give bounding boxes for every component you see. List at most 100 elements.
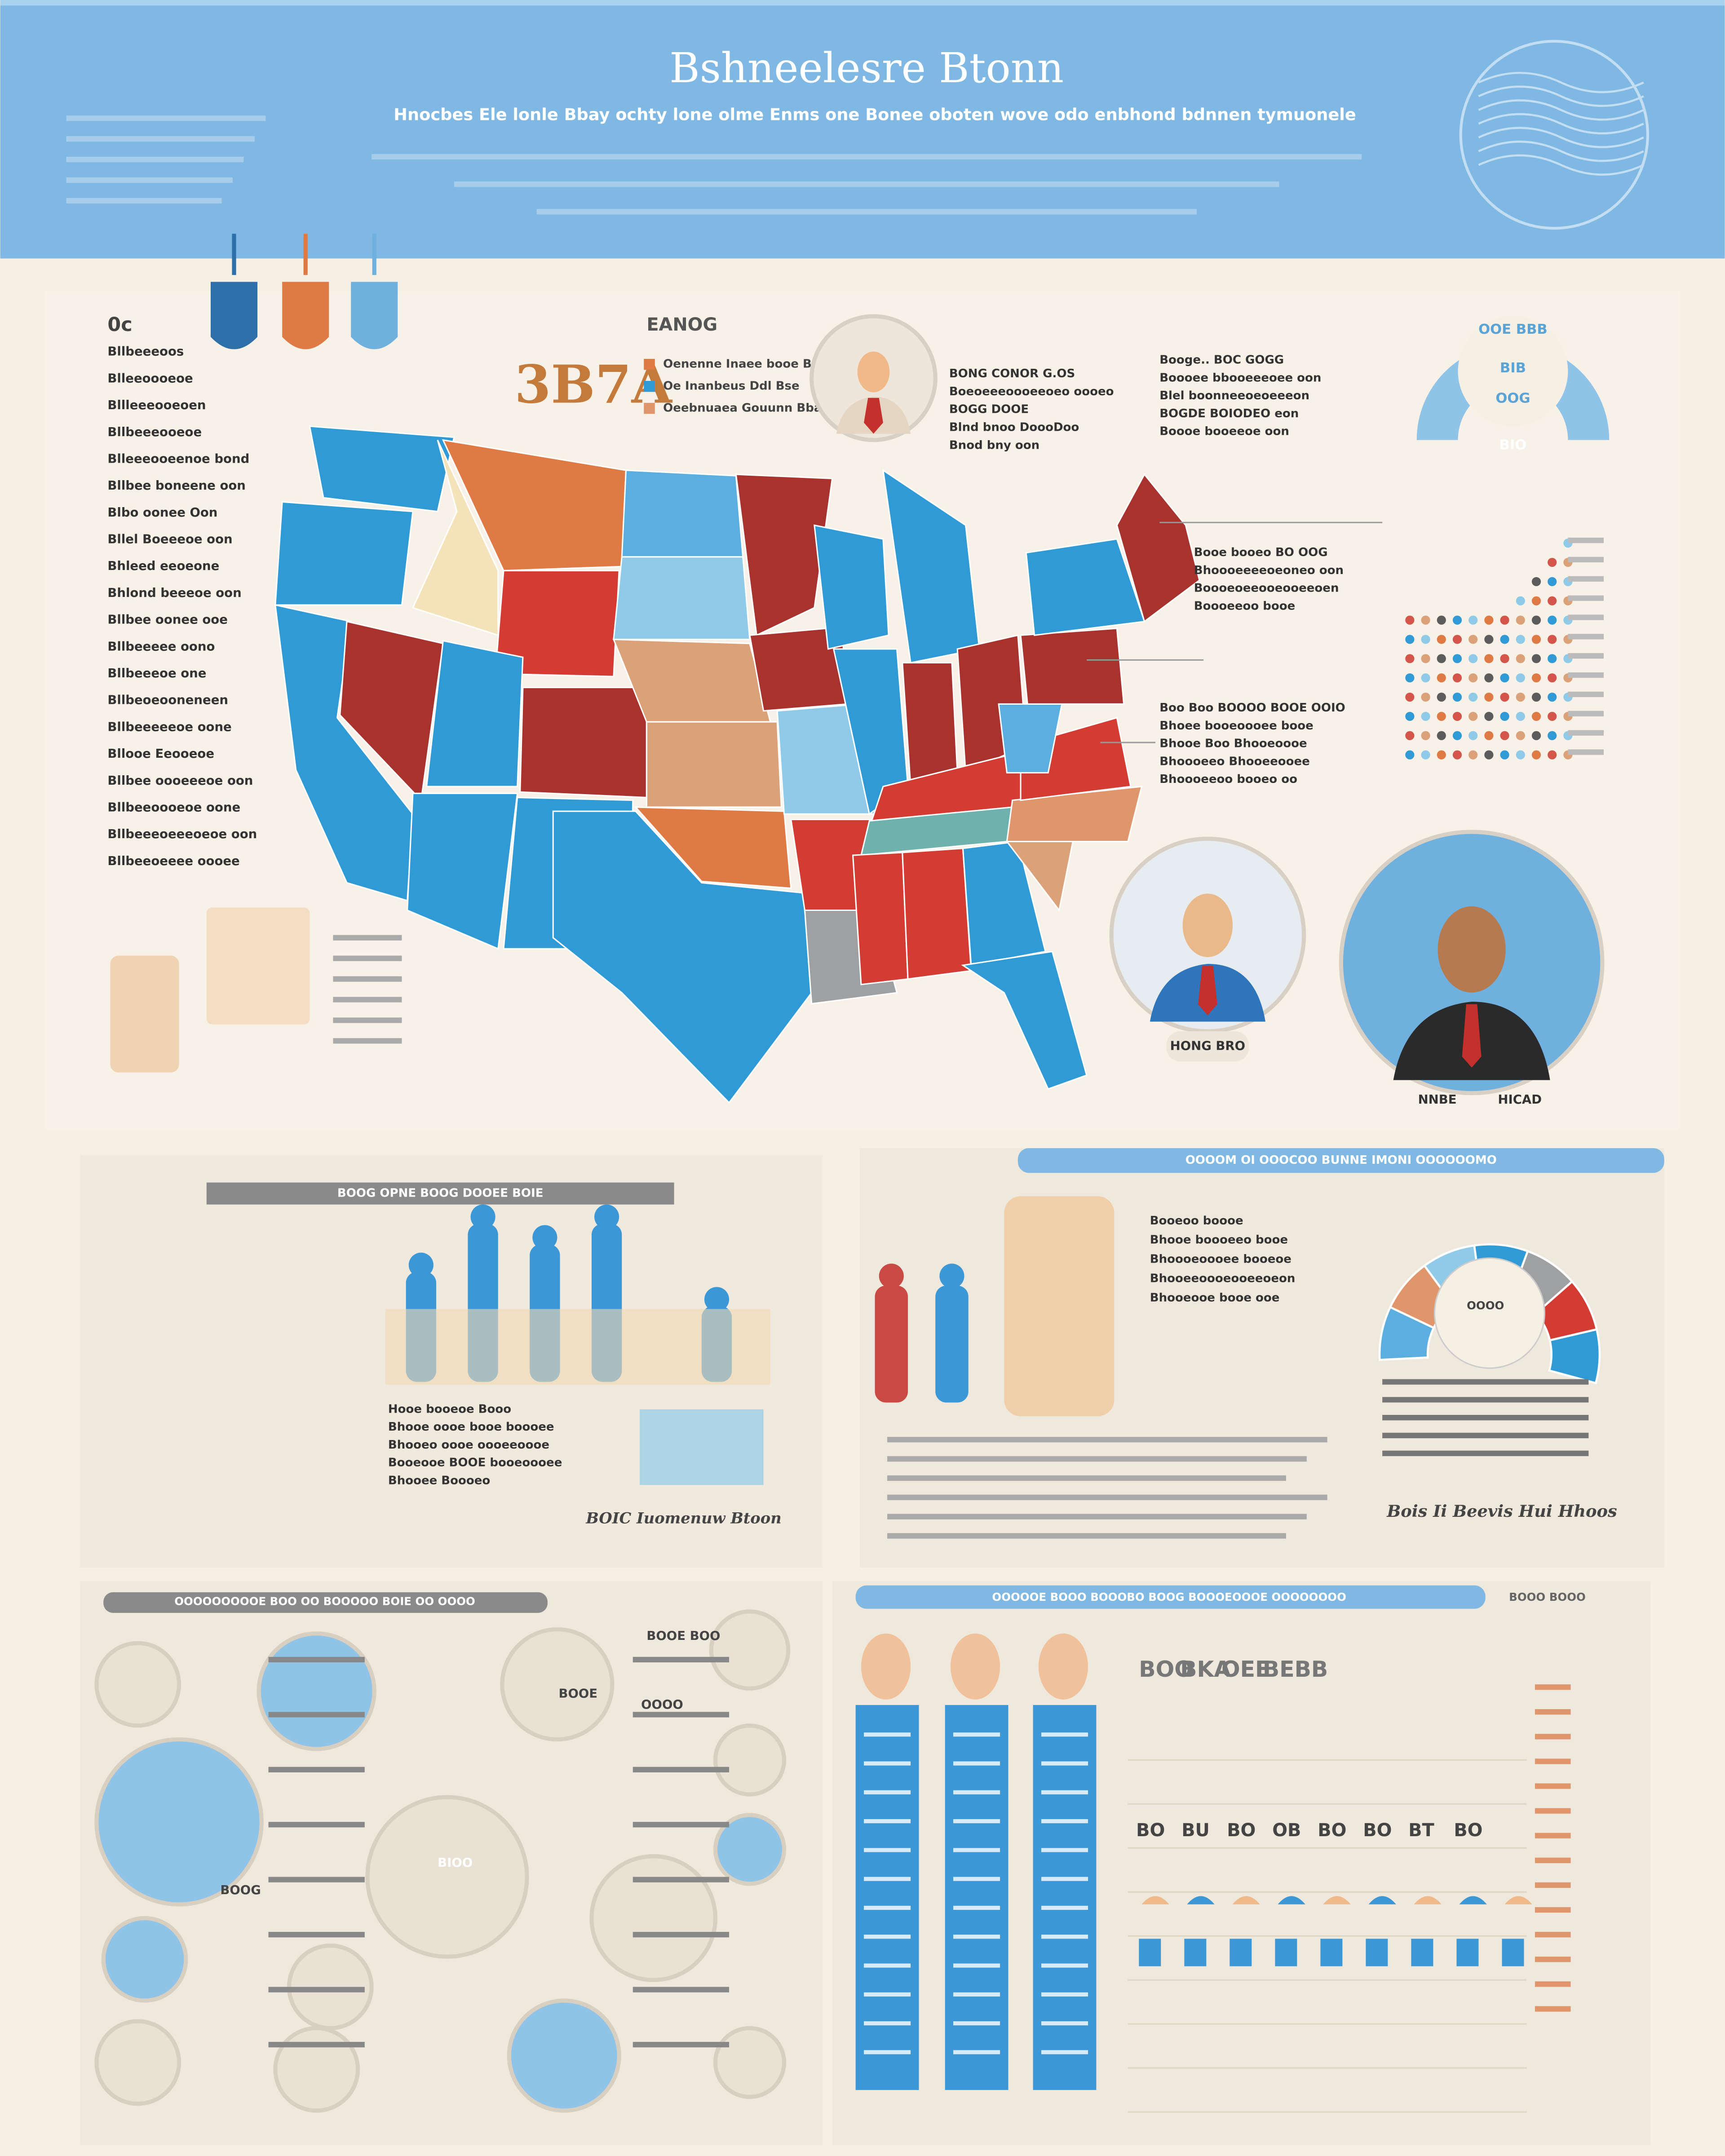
column-text — [1041, 1732, 1088, 1737]
label: Bllbee oonee ooe — [107, 613, 228, 627]
dot — [1468, 750, 1478, 760]
text-line — [887, 1475, 1286, 1481]
panel-d-icon — [1504, 1896, 1532, 1904]
text-line — [632, 1712, 730, 1718]
dot — [1452, 615, 1462, 625]
dot — [1516, 596, 1525, 605]
dot-text — [1568, 730, 1604, 736]
text-line — [268, 1877, 365, 1882]
text-line — [268, 1657, 365, 1663]
column-text — [1041, 1905, 1088, 1910]
header-globe-wave — [1478, 154, 1644, 176]
dot — [1452, 635, 1462, 644]
text-line — [632, 1767, 730, 1772]
map-state — [634, 806, 792, 889]
column-text — [953, 1877, 1000, 1881]
text-line — [268, 1987, 365, 1993]
label: Hooe booeoe Booo — [388, 1402, 511, 1416]
dot — [1437, 731, 1446, 740]
label: Bllbee oooeeeoe oon — [107, 773, 253, 788]
text-line — [1382, 1432, 1589, 1439]
dot — [1531, 750, 1541, 760]
map-state — [1020, 627, 1125, 705]
label: Booeoo boooe — [1150, 1214, 1243, 1228]
panel-c-circle — [94, 1641, 181, 1728]
label: HICAD — [1498, 1092, 1542, 1107]
label: BIOO — [438, 1856, 473, 1870]
header-globe-wave — [1478, 113, 1644, 135]
dot — [1531, 596, 1541, 605]
header-globe-wave — [1478, 99, 1644, 121]
dot — [1421, 635, 1430, 644]
label: Boeoeeeoooeeoeo oooeo — [949, 385, 1114, 398]
column-text — [953, 2050, 1000, 2054]
text-line — [1535, 2006, 1571, 2012]
dot — [1405, 731, 1415, 740]
column-text — [864, 1905, 911, 1910]
label: Boooee bbooeeeoee oon — [1159, 371, 1321, 384]
portrait-tie — [864, 398, 883, 434]
panel-a-icon — [640, 1409, 764, 1485]
column-text — [1041, 1848, 1088, 1852]
panel-d-icon — [1323, 1896, 1351, 1904]
panel-d-icon — [1502, 1939, 1524, 1966]
dot — [1500, 692, 1509, 702]
map-state — [902, 848, 972, 980]
dot — [1548, 635, 1557, 644]
dot — [1452, 692, 1462, 702]
map-state — [1116, 473, 1200, 623]
panel-c-circle — [273, 2026, 360, 2113]
map-state — [646, 721, 782, 808]
info-column — [945, 1705, 1008, 2090]
dot-text — [1568, 711, 1604, 716]
text-line — [887, 1456, 1307, 1462]
dot-text — [1568, 653, 1604, 659]
label: Boooe booeeoe oon — [1159, 425, 1289, 438]
dot — [1548, 577, 1557, 586]
dot-text — [1568, 672, 1604, 678]
column-text — [953, 1963, 1000, 1968]
text-line — [1535, 1833, 1571, 1838]
dot — [1468, 615, 1478, 625]
column-text — [864, 1992, 911, 1997]
label: OOOOOE BOOO BOOOBO BOOG BOOOEOOOE OOOOOO… — [992, 1590, 1346, 1604]
column-text — [953, 1790, 1000, 1794]
column-text — [953, 1905, 1000, 1910]
panel-heading-bar — [855, 1585, 1486, 1609]
pin-tag — [351, 282, 398, 349]
figure-illustration — [206, 907, 310, 1025]
panel-d-icon — [1414, 1896, 1442, 1904]
text-line — [632, 1657, 730, 1663]
panel-d-icon — [1459, 1896, 1487, 1904]
panel-d-icon — [1232, 1896, 1260, 1904]
map-state — [494, 570, 620, 677]
dot — [1484, 654, 1494, 663]
legend-swatch — [644, 402, 655, 414]
pin-tag — [210, 282, 258, 349]
column-text — [864, 1732, 911, 1737]
label: BO — [1318, 1820, 1346, 1841]
dot — [1484, 673, 1494, 683]
dot — [1405, 711, 1415, 721]
label: Boooeoeeooeooeeoen — [1194, 582, 1339, 595]
label: Bhoee booeoooee booe — [1159, 719, 1314, 733]
dot-text — [1568, 595, 1604, 601]
text-line — [1535, 1857, 1571, 1863]
dot — [1405, 692, 1415, 702]
dot — [1452, 731, 1462, 740]
dot-text — [1568, 614, 1604, 620]
column-text — [953, 1935, 1000, 1939]
text-line — [887, 1533, 1286, 1539]
header-text-line — [66, 136, 255, 142]
dot — [1452, 711, 1462, 721]
text-line — [632, 2041, 730, 2048]
header-globe-wave — [1478, 72, 1644, 93]
text-line — [1535, 1932, 1571, 1938]
dot-text — [1568, 576, 1604, 582]
label: Oe Inanbeus Ddl Bse — [663, 380, 800, 393]
text-line — [268, 2041, 365, 2048]
label: Boooeeoo booe — [1194, 600, 1296, 613]
dot — [1421, 615, 1430, 625]
